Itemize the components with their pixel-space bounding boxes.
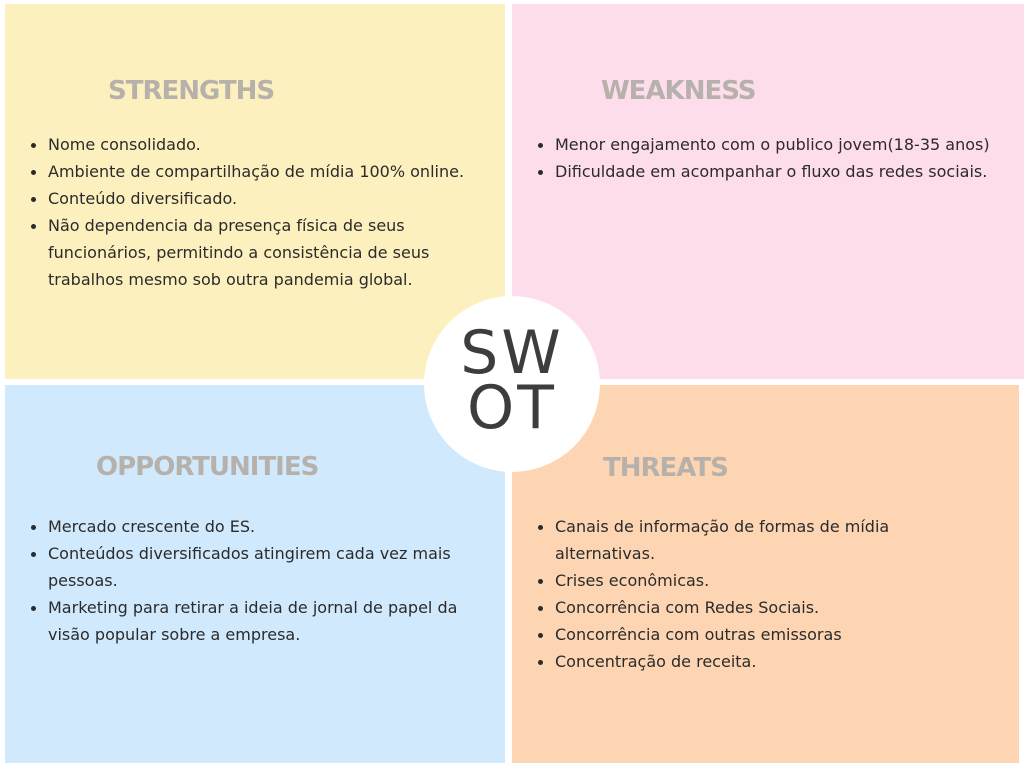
opportunities-title: OPPORTUNITIES (96, 452, 319, 482)
list-item: Marketing para retirar a ideia de jornal… (28, 594, 458, 648)
swot-center-circle: SW OT (424, 296, 600, 472)
list-item: Ambiente de compartilhação de mídia 100%… (28, 158, 478, 185)
list-item: Concorrência com Redes Sociais. (535, 594, 965, 621)
list-item: Não dependencia da presença física de se… (28, 212, 478, 293)
list-item: Conteúdo diversificado. (28, 185, 478, 212)
threats-title: THREATS (603, 453, 729, 483)
list-item: Menor engajamento com o publico jovem(18… (535, 131, 1024, 158)
strengths-list: Nome consolidado. Ambiente de compartilh… (28, 131, 478, 293)
strengths-quadrant: STRENGTHS Nome consolidado. Ambiente de … (5, 4, 505, 379)
strengths-title: STRENGTHS (108, 76, 275, 106)
threats-list: Canais de informação de formas de mídia … (535, 513, 965, 675)
list-item: Concentração de receita. (535, 648, 965, 675)
swot-center-line-2: OT (467, 373, 557, 443)
list-item: Concorrência com outras emissoras (535, 621, 965, 648)
list-item: Conteúdos diversificados atingirem cada … (28, 540, 458, 594)
swot-center-line-1: SW (460, 318, 564, 388)
list-item: Nome consolidado. (28, 131, 478, 158)
opportunities-quadrant: OPPORTUNITIES Mercado crescente do ES. C… (5, 385, 505, 763)
weakness-title: WEAKNESS (601, 76, 757, 106)
swot-center-label: SW OT (424, 318, 600, 443)
weakness-quadrant: WEAKNESS Menor engajamento com o publico… (512, 4, 1024, 379)
opportunities-list: Mercado crescente do ES. Conteúdos diver… (28, 513, 458, 648)
list-item: Dificuldade em acompanhar o fluxo das re… (535, 158, 1024, 185)
weakness-list: Menor engajamento com o publico jovem(18… (535, 131, 1024, 185)
list-item: Crises econômicas. (535, 567, 965, 594)
list-item: Canais de informação de formas de mídia … (535, 513, 965, 567)
threats-quadrant: THREATS Canais de informação de formas d… (512, 385, 1019, 763)
list-item: Mercado crescente do ES. (28, 513, 458, 540)
